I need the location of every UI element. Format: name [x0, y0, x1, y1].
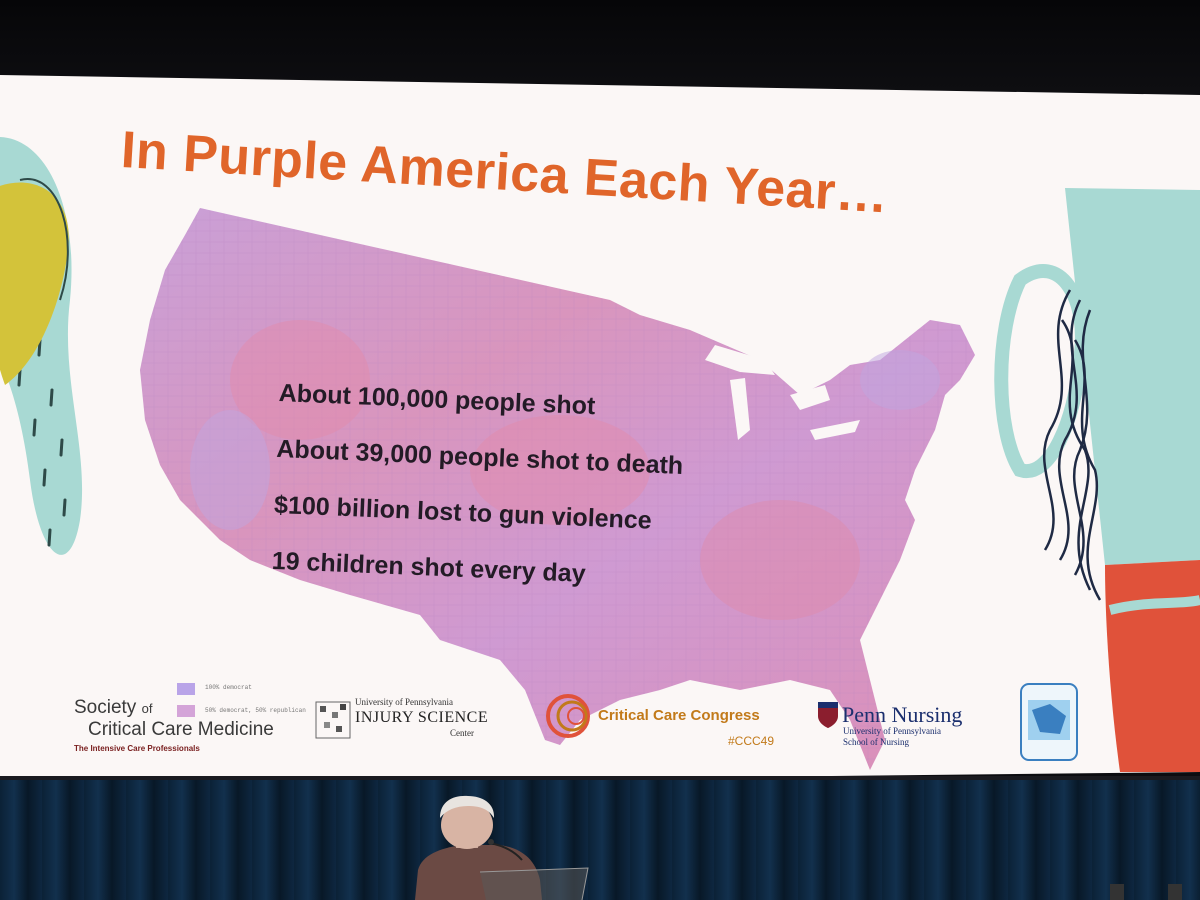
critical-care-congress-name: Critical Care Congress	[598, 707, 760, 724]
legend-label-mixed: 50% democrat, 50% republican	[205, 707, 306, 714]
stage-lights	[1110, 884, 1182, 900]
injury-science-logo-graphic	[315, 701, 351, 739]
right-red-shape	[1105, 560, 1200, 772]
left-yellow-shape	[0, 182, 69, 385]
penn-nursing-line3: School of Nursing	[843, 737, 909, 747]
critical-care-congress-hashtag: #CCC49	[728, 734, 775, 748]
legend-swatch-mixed	[177, 705, 195, 717]
left-dashes	[10, 258, 67, 547]
left-outline-stroke	[19, 178, 69, 301]
right-braid-decoration	[1042, 289, 1102, 601]
great-lakes	[705, 345, 775, 375]
injury-science-line1: University of Pennsylvania	[355, 697, 453, 707]
right-teal-loop	[994, 264, 1089, 479]
legend-swatch-democrat	[177, 683, 195, 695]
globe-badge-icon	[1020, 683, 1078, 761]
penn-shield-icon	[818, 702, 838, 728]
right-teal-panel	[1065, 188, 1200, 565]
penn-nursing-line1: Penn Nursing	[842, 702, 963, 727]
injury-science-line3: Center	[450, 728, 474, 738]
injury-science-line2: INJURY SCIENCE	[355, 709, 489, 726]
us-purple-map	[140, 208, 975, 770]
legend-label-democrat: 100% democrat	[205, 684, 252, 691]
sccm-logo-line1: Society of	[74, 697, 153, 718]
stage-curtain	[0, 780, 1200, 900]
sccm-tagline: The Intensive Care Professionals	[74, 744, 200, 753]
podium-microphone	[479, 839, 589, 900]
congress-swirl-icon	[546, 694, 590, 738]
sccm-logo-line2: Critical Care Medicine	[88, 719, 274, 740]
penn-nursing-line2: University of Pennsylvania	[843, 726, 941, 736]
